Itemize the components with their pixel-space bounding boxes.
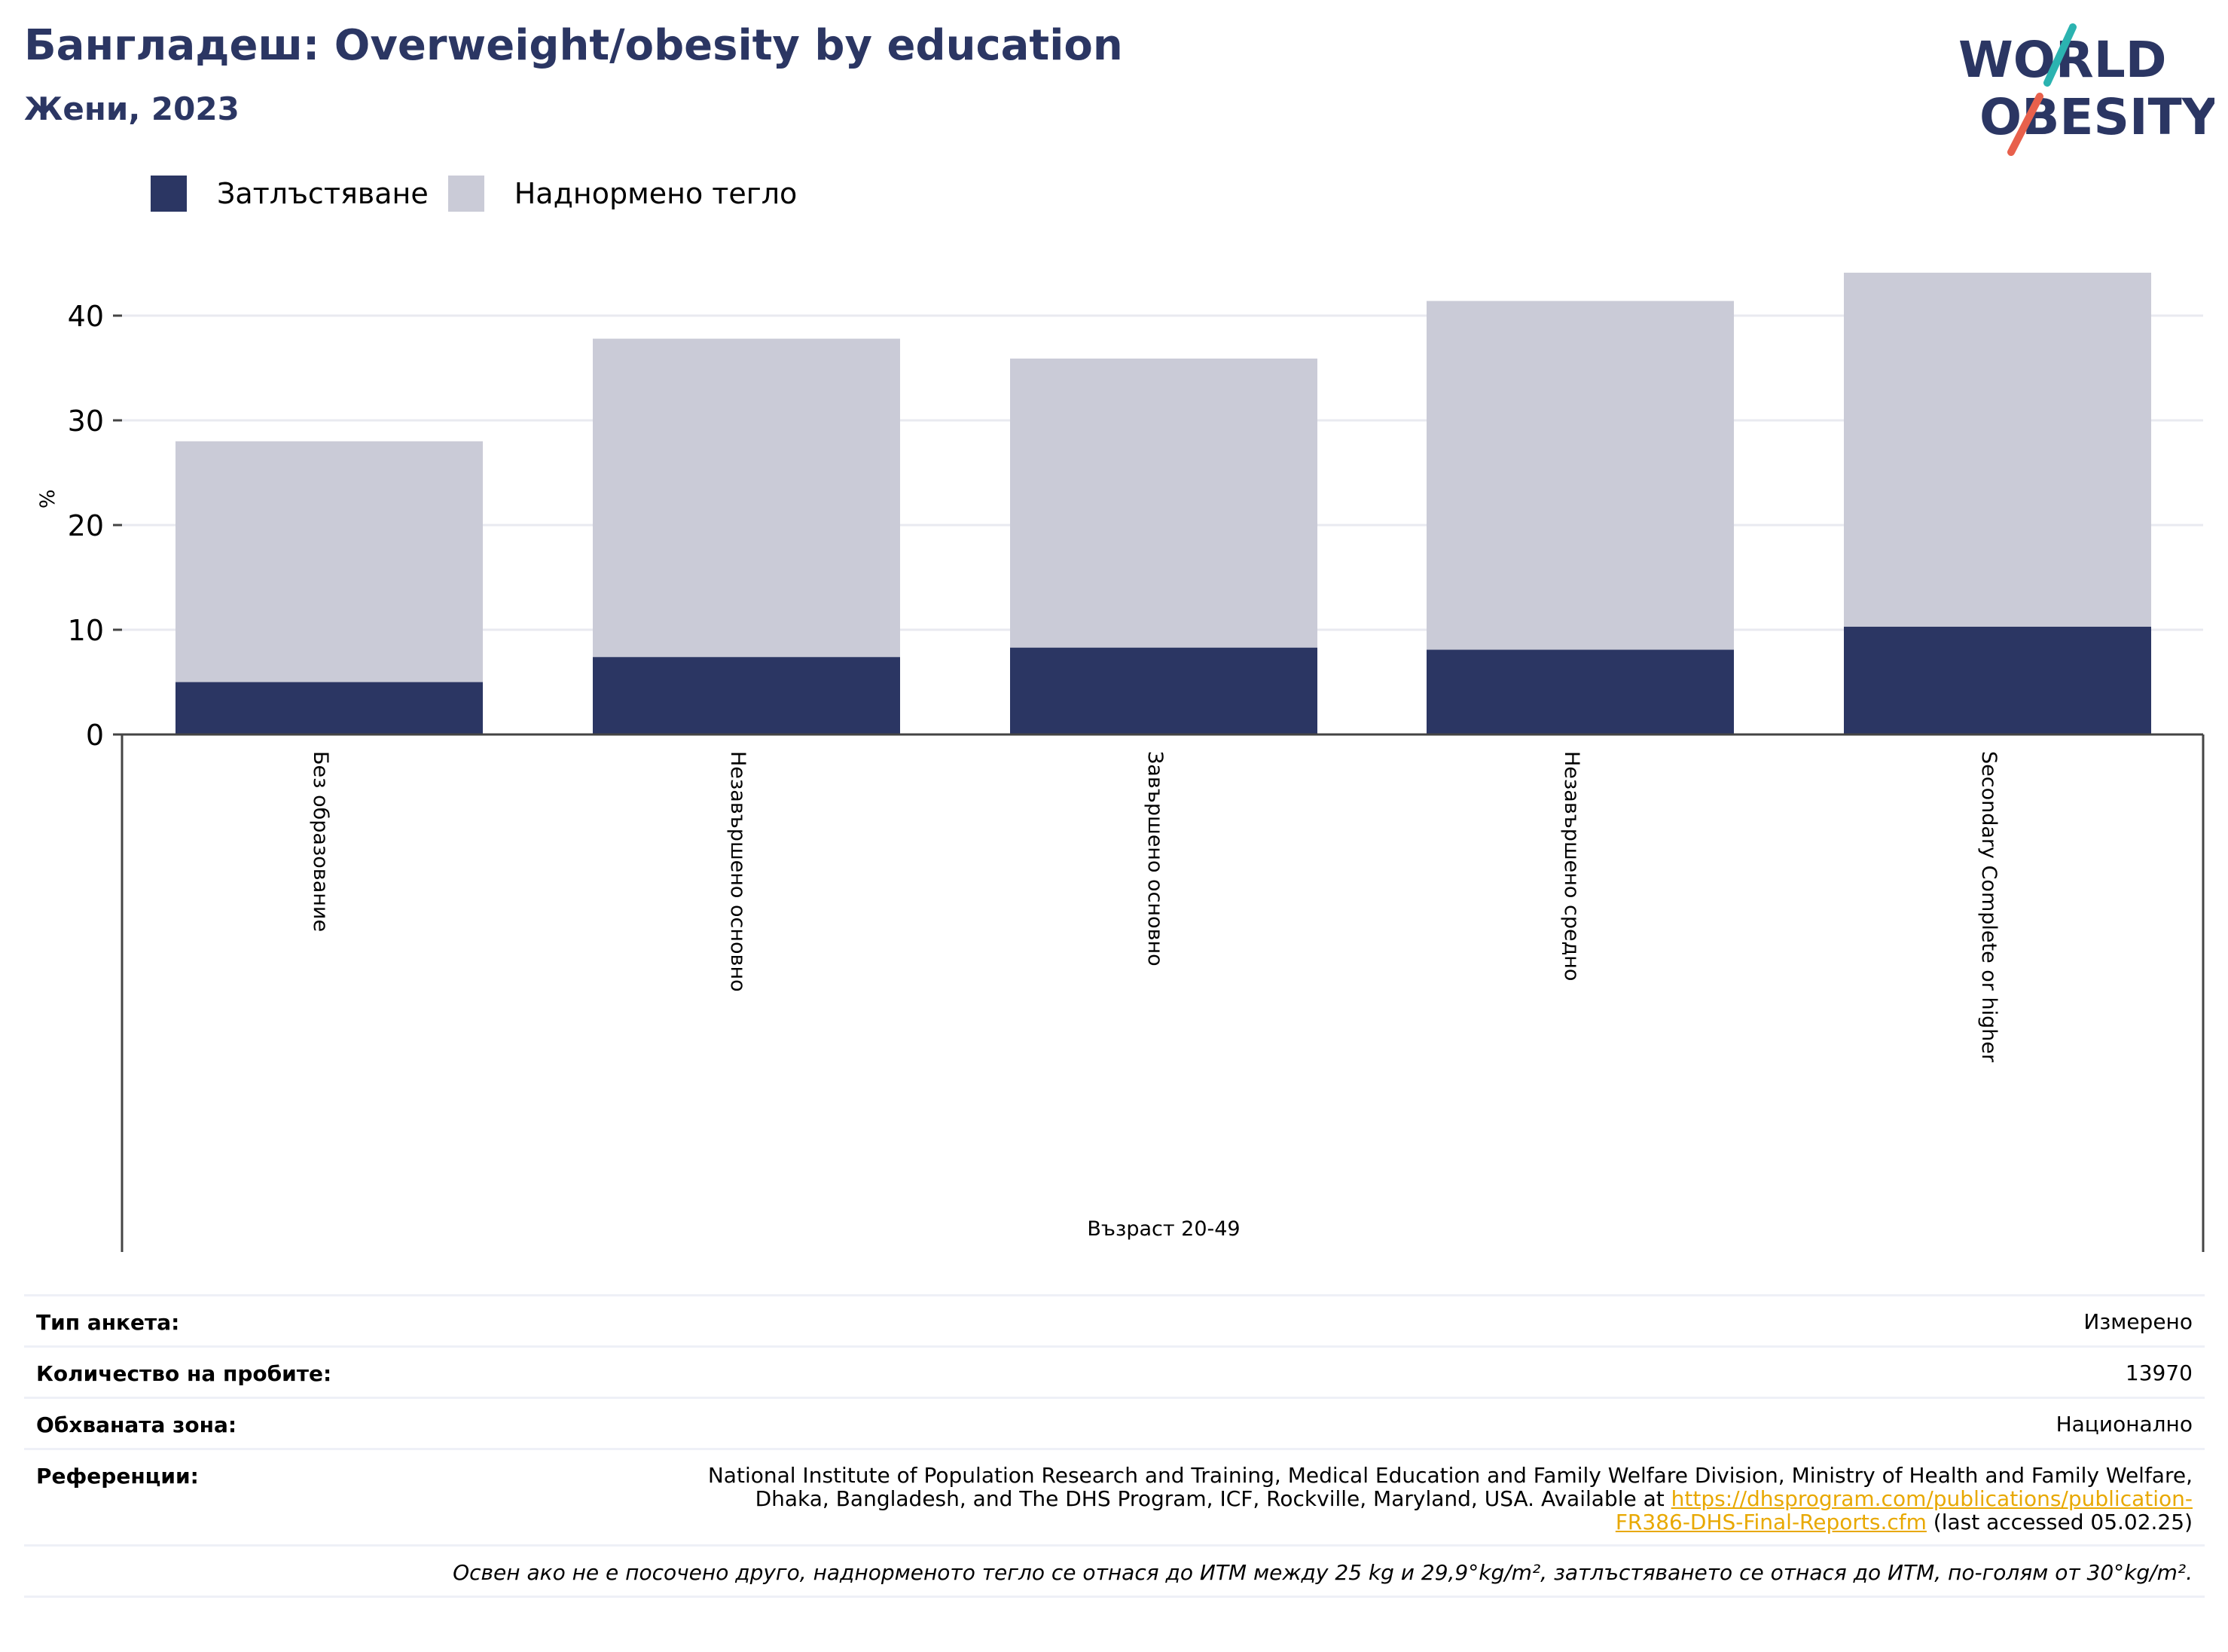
bar-overweight <box>1010 358 1317 648</box>
bar-chart: 0 10 20 30 40% Без образование Незавършено осн… <box>36 273 2205 1252</box>
world-obesity-logo: WORLD OBESITY <box>1958 23 2214 156</box>
bar-obesity <box>1427 649 1734 734</box>
survey-info-table: Тип анкета: Измерено Количество на проби… <box>24 1294 2205 1598</box>
legend-label-overweight: Наднормено тегло <box>514 177 798 210</box>
bar-overweight <box>175 441 483 682</box>
page-subtitle: Жени, 2023 <box>24 90 240 127</box>
logo-slash-coral-icon <box>2007 93 2043 156</box>
legend-item-obesity[interactable]: Затлъстяване <box>151 176 429 212</box>
references-label: Референции: <box>36 1464 199 1489</box>
x-category-label: Завършено основно <box>1143 751 1167 966</box>
logo-line-1: WORLD <box>1958 31 2167 89</box>
definition-note: Освен ако не е посочено друго, наднормен… <box>453 1560 2193 1585</box>
references-value: National Institute of Population Researc… <box>708 1464 2193 1534</box>
logo-slash-teal-icon <box>2043 23 2077 87</box>
sample-size-label: Количество на пробите: <box>36 1361 332 1386</box>
references-text-1: National Institute of Population Researc… <box>707 1463 2193 1488</box>
legend-swatch-obesity <box>151 176 187 212</box>
x-category-label: Незавършено средно <box>1560 751 1583 981</box>
references-suffix: (last accessed 05.02.25) <box>1933 1510 2193 1534</box>
page-title: Бангладеш: Overweight/obesity by educati… <box>24 21 1123 70</box>
area-value: Национално <box>2056 1412 2193 1437</box>
y-tick-label: 40 <box>68 300 104 333</box>
x-category-label: Без образование <box>309 751 332 932</box>
info-row-area: Обхваната зона: Национално <box>24 1397 2205 1448</box>
x-axis-label: Възраст 20-49 <box>1087 1217 1240 1241</box>
legend-swatch-overweight <box>447 176 484 212</box>
info-row-references: Референции: National Institute of Popula… <box>24 1448 2205 1544</box>
references-link-part-1[interactable]: https://dhsprogram.com/publications/publ… <box>1671 1486 2193 1511</box>
bar-overweight <box>593 338 900 658</box>
survey-type-label: Тип анкета: <box>36 1310 180 1335</box>
y-tick-label: 10 <box>68 614 104 647</box>
legend-item-overweight[interactable]: Наднормено тегло <box>447 176 798 212</box>
bar-obesity <box>593 657 900 734</box>
bar-obesity <box>1010 647 1317 734</box>
info-row-note: Освен ако не е посочено друго, наднормен… <box>24 1544 2205 1598</box>
area-label: Обхваната зона: <box>36 1412 237 1437</box>
y-axis-label: % <box>36 489 60 508</box>
x-category-label: Secondary Complete or higher <box>1977 751 2001 1063</box>
bar-obesity <box>175 682 483 734</box>
x-category-label: Незавършено основно <box>726 751 749 992</box>
legend-label-obesity: Затлъстяване <box>217 177 429 210</box>
survey-type-value: Измерено <box>2083 1309 2193 1334</box>
bar-obesity <box>1844 626 2151 734</box>
references-link-part-2[interactable]: FR386-DHS-Final-Reports.cfm <box>1615 1510 1927 1534</box>
y-tick-label: 30 <box>68 405 104 438</box>
info-row-sample-size: Количество на пробите: 13970 <box>24 1345 2205 1397</box>
sample-size-value: 13970 <box>2125 1360 2193 1385</box>
y-tick-label: 20 <box>68 509 104 542</box>
info-row-survey-type: Тип анкета: Измерено <box>24 1294 2205 1345</box>
bar-overweight <box>1427 301 1734 650</box>
references-text-2: Dhaka, Bangladesh, and The DHS Program, … <box>755 1486 1665 1511</box>
bar-overweight <box>1844 273 2151 627</box>
y-tick-label: 0 <box>86 719 104 752</box>
chart-legend: Затлъстяване Наднормено тегло <box>151 175 816 212</box>
